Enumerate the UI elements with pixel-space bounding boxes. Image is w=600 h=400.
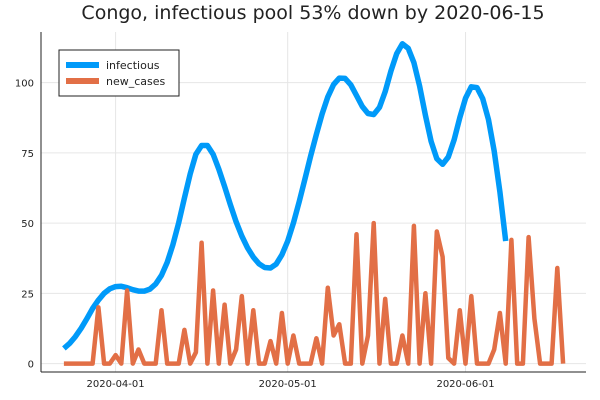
y-tick-label: 50 [21, 219, 34, 230]
x-tick-label: 2020-06-01 [436, 379, 494, 390]
legend: infectious new_cases [58, 49, 180, 97]
legend-label-infectious: infectious [106, 59, 160, 72]
x-tick-label: 2020-04-01 [87, 379, 145, 390]
chart-title: Congo, infectious pool 53% down by 2020-… [81, 2, 544, 24]
x-tick-label: 2020-05-01 [259, 379, 317, 390]
series [62, 41, 566, 366]
y-tick-label: 25 [21, 289, 34, 300]
axes [40, 32, 586, 373]
series-line-infectious [62, 41, 509, 351]
y-tick-label: 0 [28, 360, 34, 371]
series-line-new-cases [63, 220, 566, 366]
y-tick-label: 75 [21, 149, 34, 160]
y-tick-label: 100 [15, 79, 34, 90]
legend-box [58, 49, 180, 97]
legend-label-new-cases: new_cases [106, 75, 166, 88]
tick-labels: 0 25 50 75 100 2020-04-01 2020-05-01 2020-06-01 [15, 79, 495, 390]
